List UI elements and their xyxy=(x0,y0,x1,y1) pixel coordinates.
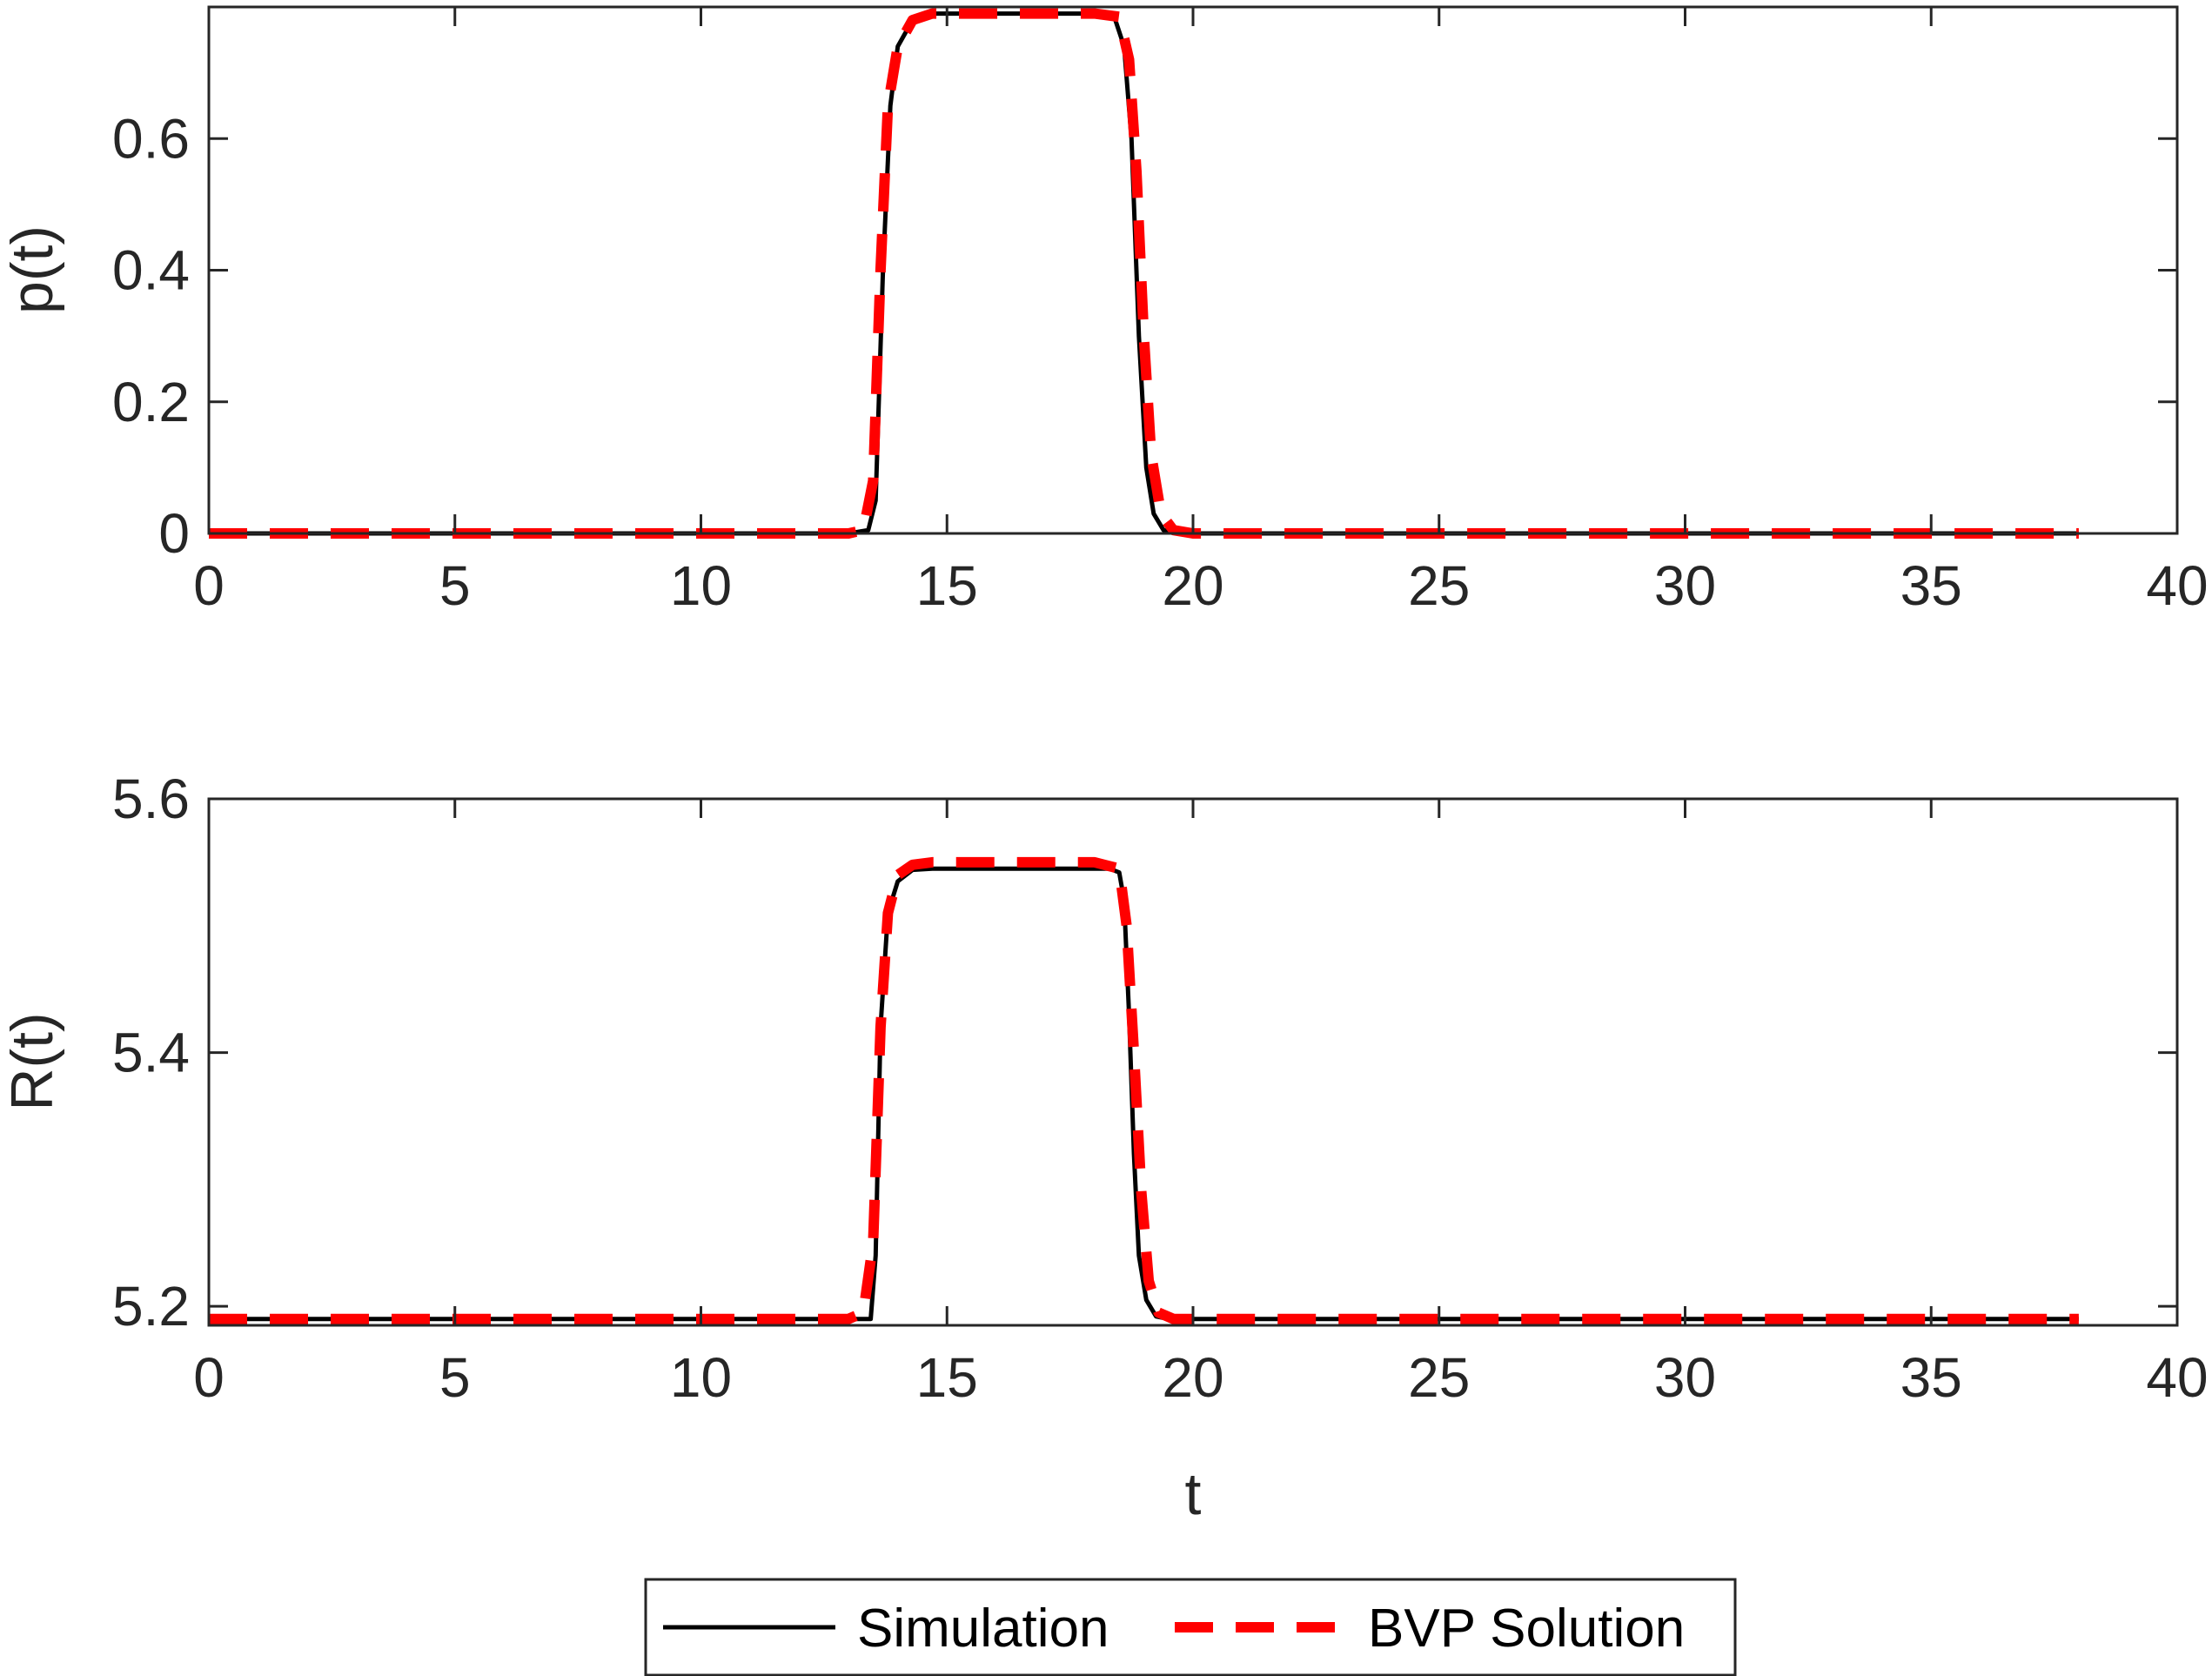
p-ylabel: p(t) xyxy=(0,225,65,314)
r-xtick-label: 40 xyxy=(2146,1346,2208,1409)
p-xtick-label: 15 xyxy=(916,554,978,617)
r-xtick-label: 10 xyxy=(670,1346,732,1409)
r-series-bvp-solution xyxy=(209,856,2079,1324)
r-ytick-label: 5.2 xyxy=(112,1275,190,1337)
p-xtick-label: 25 xyxy=(1408,554,1470,617)
p-xtick-label: 30 xyxy=(1654,554,1716,617)
r-xtick-label: 5 xyxy=(439,1346,471,1409)
p-series-simulation xyxy=(209,11,2079,536)
p-axes-box xyxy=(207,5,2179,535)
r-tick-layer: 0 5 10 15 20 25 30 35 40 5.2 5.4 5.6 xyxy=(112,768,2209,1409)
r-xtick-label: 25 xyxy=(1408,1346,1470,1409)
p-xtick-label: 35 xyxy=(1900,554,1962,617)
p-xtick-label: 0 xyxy=(193,554,225,617)
r-xtick-label: 35 xyxy=(1900,1346,1962,1409)
p-ytick-label: 0 xyxy=(158,502,190,565)
p-xtick-label: 10 xyxy=(670,554,732,617)
p-tick-layer: 0 5 10 15 20 25 30 35 40 0 0.2 0.4 0.6 xyxy=(112,7,2209,617)
r-axes-box xyxy=(207,797,2179,1327)
r-xlabel: t xyxy=(1185,1461,1202,1527)
p-series-layer xyxy=(209,8,2079,539)
r-xtick-label: 20 xyxy=(1162,1346,1223,1409)
r-ytick-label: 5.6 xyxy=(112,768,190,830)
r-series-layer xyxy=(209,856,2079,1324)
r-xtick-label: 30 xyxy=(1654,1346,1716,1409)
p-xtick-label: 40 xyxy=(2146,554,2208,617)
r-xtick-label: 15 xyxy=(916,1346,978,1409)
legend-label-bvp: BVP Solution xyxy=(1368,1599,1685,1659)
axes-p: 0 5 10 15 20 25 30 35 40 0 0.2 0.4 0.6 p(t) xyxy=(0,5,2209,617)
legend-label-simulation: Simulation xyxy=(857,1599,1109,1659)
p-ytick-label: 0.4 xyxy=(112,239,190,302)
r-xtick-label: 0 xyxy=(193,1346,225,1409)
p-ytick-label: 0.2 xyxy=(112,371,190,433)
r-ytick-label: 5.4 xyxy=(112,1022,190,1084)
p-xtick-label: 20 xyxy=(1162,554,1223,617)
r-ylabel: R(t) xyxy=(0,1012,65,1110)
p-ytick-label: 0.6 xyxy=(112,107,190,170)
p-xtick-label: 5 xyxy=(439,554,471,617)
axes-r: 0 5 10 15 20 25 30 35 40 5.2 5.4 5.6 R(t) t xyxy=(0,768,2209,1527)
r-series-simulation xyxy=(209,866,2079,1322)
legend: Simulation BVP Solution xyxy=(644,1578,1737,1676)
